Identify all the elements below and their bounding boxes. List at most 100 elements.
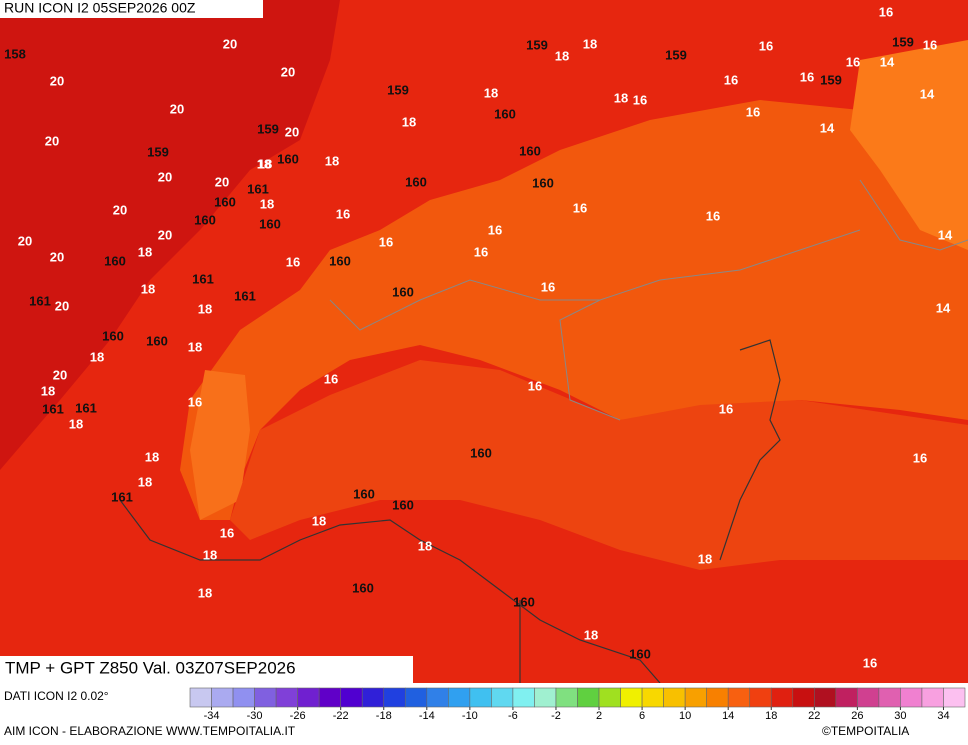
colorbar-label: -26 <box>290 710 306 722</box>
map-title: TMP + GPT Z850 Val. 03Z07SEP2026 <box>5 658 296 677</box>
colorbar-swatch <box>835 687 858 708</box>
temperature-label: 14 <box>938 227 953 242</box>
temperature-label: 20 <box>223 36 237 51</box>
geopotential-label: 159 <box>892 34 914 49</box>
geopotential-label: 160 <box>629 646 651 661</box>
temperature-label: 16 <box>800 69 814 84</box>
geopotential-label: 159 <box>526 37 548 52</box>
geopotential-label: 160 <box>104 253 126 268</box>
temperature-label: 16 <box>188 394 202 409</box>
temperature-label: 20 <box>281 64 295 79</box>
cool-zone <box>190 370 250 520</box>
colorbar-label: 2 <box>596 710 602 722</box>
temperature-label: 14 <box>880 54 895 69</box>
temperature-label: 14 <box>936 300 951 315</box>
colorbar-swatch <box>749 687 772 708</box>
colorbar-swatch <box>232 687 255 708</box>
geopotential-label: 160 <box>470 445 492 460</box>
temperature-label: 18 <box>198 585 212 600</box>
colorbar-swatch <box>641 687 664 708</box>
temperature-label: 18 <box>614 90 628 105</box>
geopotential-label: 160 <box>513 594 535 609</box>
colorbar-swatch <box>254 687 277 708</box>
temperature-label: 18 <box>145 449 159 464</box>
colorbar-label: 30 <box>894 710 906 722</box>
geopotential-label: 160 <box>532 175 554 190</box>
colorbar-label: 10 <box>679 710 691 722</box>
geopotential-label: 161 <box>247 181 269 196</box>
temperature-label: 20 <box>18 233 32 248</box>
temperature-label: 18 <box>90 349 104 364</box>
temperature-label: 16 <box>528 378 542 393</box>
colorbar-label: -6 <box>508 710 518 722</box>
temperature-label: 16 <box>846 54 860 69</box>
geopotential-label: 159 <box>387 82 409 97</box>
temperature-label: 20 <box>113 202 127 217</box>
temperature-label: 18 <box>555 48 569 63</box>
temperature-label: 16 <box>573 200 587 215</box>
geopotential-label: 160 <box>392 284 414 299</box>
colorbar-swatch <box>814 687 837 708</box>
temperature-label: 18 <box>203 547 217 562</box>
temperature-label: 18 <box>141 281 155 296</box>
colorbar-swatch <box>921 687 944 708</box>
geopotential-label: 161 <box>75 400 97 415</box>
geopotential-label: 161 <box>234 288 256 303</box>
colorbar-swatch <box>943 687 966 708</box>
run-label: RUN ICON I2 05SEP2026 00Z <box>4 0 196 16</box>
colorbar-swatch <box>383 687 406 708</box>
colorbar-swatch <box>189 687 212 708</box>
temperature-label: 20 <box>158 227 172 242</box>
temperature-label: 20 <box>170 101 184 116</box>
colorbar-swatch <box>512 687 535 708</box>
colorbar-swatch <box>857 687 880 708</box>
temperature-label: 18 <box>138 474 152 489</box>
colorbar-label: 34 <box>937 710 949 722</box>
geopotential-label: 160 <box>352 580 374 595</box>
colorbar-label: 6 <box>639 710 645 722</box>
colorbar-swatch <box>878 687 901 708</box>
colorbar-label: -22 <box>333 710 349 722</box>
warm-zone <box>0 0 340 470</box>
transition-zone <box>230 360 968 570</box>
geopotential-label: 160 <box>392 497 414 512</box>
temperature-label: 16 <box>759 38 773 53</box>
colorbar-swatch <box>404 687 428 708</box>
temperature-label: 16 <box>719 401 733 416</box>
temperature-label: 16 <box>879 4 893 19</box>
colorbar-label: -10 <box>462 710 478 722</box>
temperature-label: 20 <box>215 174 229 189</box>
colorbar-swatch <box>469 687 492 708</box>
temperature-label: 18 <box>138 244 152 259</box>
temperature-label: 16 <box>633 92 647 107</box>
temperature-label: 16 <box>286 254 300 269</box>
geopotential-label: 160 <box>494 106 516 121</box>
geopotential-label: 161 <box>192 271 214 286</box>
temperature-label: 20 <box>55 298 69 313</box>
geopotential-label: 160 <box>214 194 236 209</box>
colorbar-label: -30 <box>247 710 263 722</box>
header-box <box>0 0 263 18</box>
geopotential-label: 160 <box>146 333 168 348</box>
temperature-label: 20 <box>50 73 64 88</box>
colorbar-swatch <box>555 687 578 708</box>
geopotential-label: 159 <box>820 72 842 87</box>
colorbar-swatch <box>684 687 707 708</box>
temperature-label: 18 <box>402 114 416 129</box>
colorbar-swatch <box>727 687 751 708</box>
temperature-label: 16 <box>746 104 760 119</box>
geopotential-label: 160 <box>353 486 375 501</box>
colorbar-swatch <box>663 687 686 708</box>
data-source: DATI ICON I2 0.02° <box>4 689 109 703</box>
temperature-label: 18 <box>188 339 202 354</box>
colorbar-label: 22 <box>808 710 820 722</box>
temperature-label: 20 <box>158 169 172 184</box>
geopotential-label: 161 <box>29 293 51 308</box>
colorbar-swatch <box>534 687 557 708</box>
colorbar-swatch <box>297 687 320 708</box>
temperature-label: 16 <box>379 234 393 249</box>
coastlines <box>119 339 781 684</box>
